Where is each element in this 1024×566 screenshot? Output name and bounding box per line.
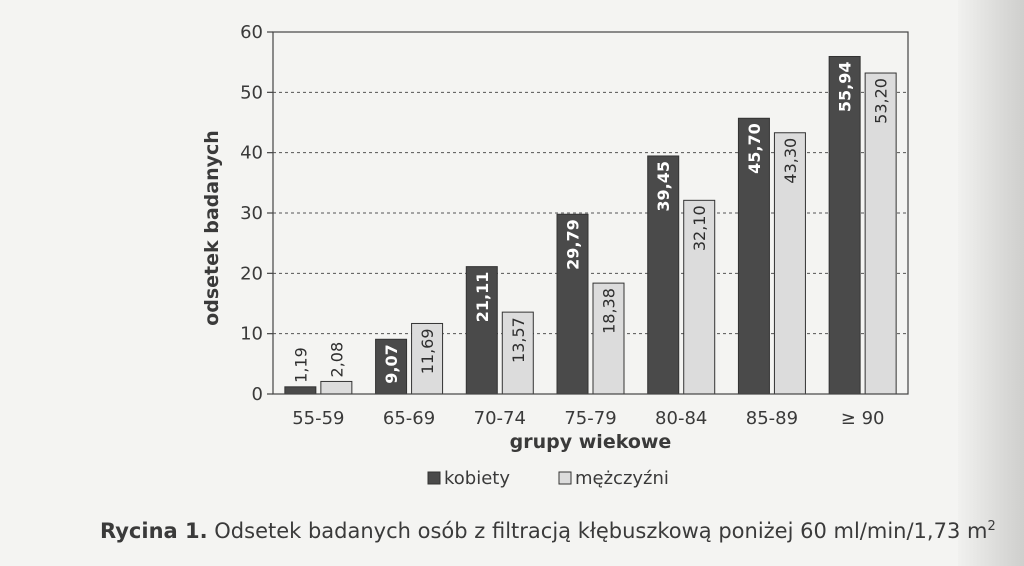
y-tick-label: 40 [240, 143, 263, 164]
figure-caption: Rycina 1. Odsetek badanych osób z filtra… [100, 519, 996, 543]
y-tick-label: 20 [240, 263, 263, 284]
value-label-kobiety: 1,19 [291, 347, 310, 383]
value-label-kobiety: 39,45 [654, 161, 673, 212]
plot-frame [272, 31, 909, 395]
bar-mezczyzni [683, 199, 716, 395]
legend-label: mężczyźni [575, 468, 669, 489]
y-tick-label: 30 [240, 203, 263, 224]
value-label-mezczyzni: 32,10 [690, 205, 709, 251]
value-label-kobiety: 21,11 [473, 272, 492, 323]
bar-kobiety [284, 386, 317, 395]
caption-lead: Rycina 1. [100, 519, 208, 543]
value-label-mezczyzni: 18,38 [600, 288, 619, 334]
value-label-mezczyzni: 11,69 [418, 328, 437, 374]
x-tick-label: 80-84 [655, 408, 707, 429]
bar-kobiety [647, 155, 680, 395]
y-tick-label: 0 [252, 384, 263, 405]
x-tick-label: 75-79 [564, 408, 616, 429]
value-label-kobiety: 29,79 [564, 219, 583, 270]
value-label-kobiety: 45,70 [745, 123, 764, 174]
bar-mezczyzni [773, 132, 806, 395]
caption-superscript: 2 [987, 519, 996, 534]
value-label-mezczyzni: 13,57 [509, 317, 528, 363]
legend-swatch [427, 471, 441, 485]
bar-mezczyzni [864, 72, 897, 395]
bar-chart: 1,19 2,08 55-59 9,07 11,69 65-69 21,11 13,57 70-… [201, 22, 909, 489]
bar-mezczyzni [411, 322, 444, 395]
y-tick-label: 60 [240, 22, 263, 43]
x-tick-label: 85-89 [746, 408, 798, 429]
value-label-kobiety: 55,94 [836, 61, 855, 112]
bar-kobiety [737, 117, 770, 395]
value-label-kobiety: 9,07 [382, 344, 401, 383]
x-axis-title: grupy wiekowe [510, 431, 672, 453]
y-tick-label: 10 [240, 324, 263, 345]
x-tick-label: 55-59 [292, 408, 344, 429]
y-tick-label: 50 [240, 82, 263, 103]
bar-mezczyzni [320, 380, 353, 395]
value-label-mezczyzni: 43,30 [781, 138, 800, 184]
y-axis-title: odsetek badanych [201, 130, 223, 326]
x-tick-label: 70-74 [474, 408, 526, 429]
legend-swatch [558, 471, 572, 485]
value-label-mezczyzni: 53,20 [872, 78, 891, 124]
bar-kobiety [375, 338, 408, 395]
x-tick-label: 65-69 [383, 408, 435, 429]
x-tick-label: ≥ 90 [841, 408, 885, 429]
page-edge-shadow [958, 0, 1024, 566]
value-label-mezczyzni: 2,08 [327, 342, 346, 378]
legend-label: kobiety [444, 468, 510, 489]
caption-text: Odsetek badanych osób z filtracją kłębus… [207, 519, 988, 543]
